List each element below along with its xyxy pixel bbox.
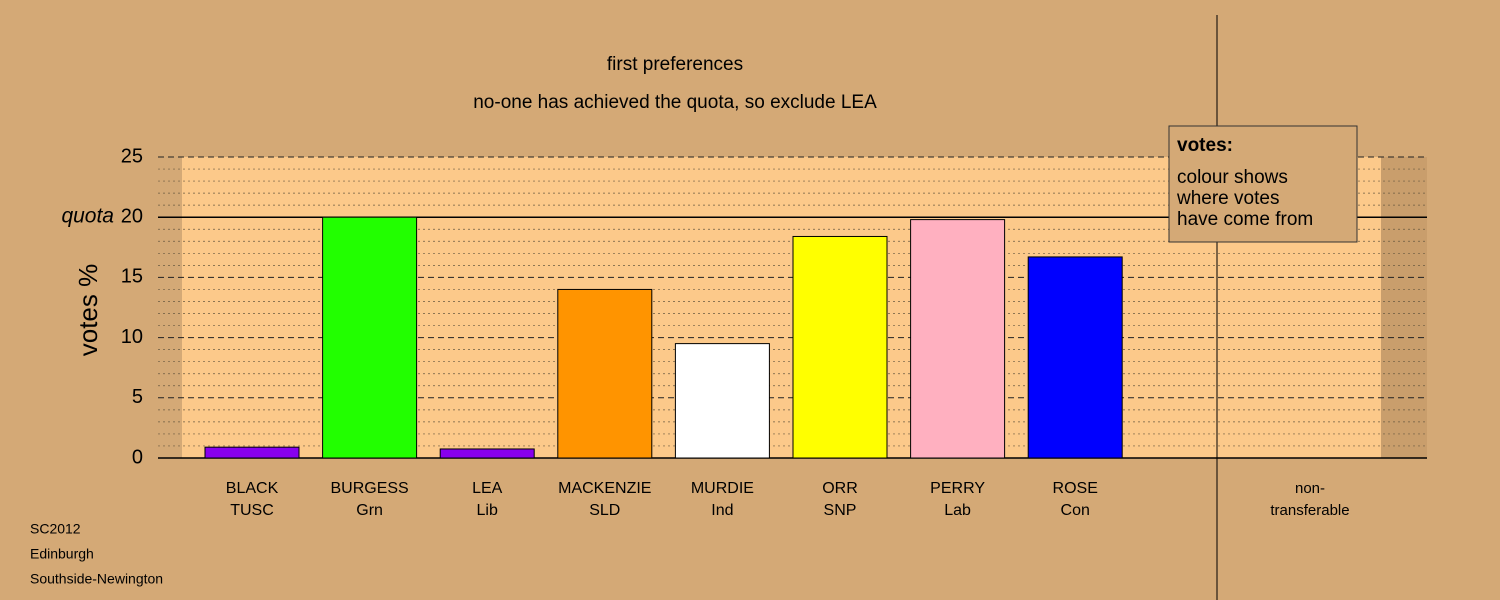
chart-subtitle: no-one has achieved the quota, so exclud… xyxy=(473,92,877,113)
chart-title: first preferences xyxy=(607,54,743,75)
footnote: Southside-Newington xyxy=(30,571,163,587)
x-tick-label: BURGESS xyxy=(330,480,408,497)
x-tick-label: ROSE xyxy=(1053,480,1098,497)
footnote: Edinburgh xyxy=(30,546,94,562)
x-tick-label: MURDIE xyxy=(691,480,754,497)
x-tick-label: ORR xyxy=(822,480,858,497)
y-tick-label: 20 xyxy=(121,205,143,227)
x-tick-label: BLACK xyxy=(226,480,279,497)
legend-text: have come from xyxy=(1177,209,1313,230)
legend-title: votes: xyxy=(1177,135,1233,156)
side-area xyxy=(1381,157,1427,458)
footnote: SC2012 xyxy=(30,521,81,537)
legend-box xyxy=(1168,125,1358,243)
x-tick-sublabel: Grn xyxy=(356,502,383,519)
y-tick-label: 0 xyxy=(132,446,143,468)
bar xyxy=(1027,256,1123,459)
y-tick-label: 15 xyxy=(121,266,143,288)
x-tick-sublabel: Con xyxy=(1061,502,1090,519)
x-tick-label: non- xyxy=(1295,480,1325,497)
x-tick-sublabel: Lab xyxy=(944,502,971,519)
bar xyxy=(322,216,418,459)
x-tick-label: MACKENZIE xyxy=(558,480,651,497)
bar xyxy=(557,288,653,459)
legend-text: where votes xyxy=(1176,188,1279,209)
x-tick-sublabel: SNP xyxy=(824,502,857,519)
bar xyxy=(674,343,770,459)
quota-label: quota xyxy=(61,205,114,228)
x-tick-sublabel: TUSC xyxy=(230,502,274,519)
x-tick-label: LEA xyxy=(472,480,503,497)
x-tick-label: PERRY xyxy=(930,480,985,497)
x-tick-sublabel: SLD xyxy=(589,502,620,519)
legend-text: colour shows xyxy=(1177,167,1288,188)
y-tick-label: 10 xyxy=(121,326,143,348)
y-tick-label: 5 xyxy=(132,386,143,408)
y-tick-label: 25 xyxy=(121,145,143,167)
y-axis-label: votes % xyxy=(73,264,103,357)
bar xyxy=(439,448,535,459)
x-tick-sublabel: Ind xyxy=(711,502,733,519)
x-tick-sublabel: Lib xyxy=(477,502,498,519)
x-tick-label: transferable xyxy=(1270,502,1349,519)
bar xyxy=(204,446,300,459)
bar xyxy=(910,219,1006,459)
bar xyxy=(792,235,888,459)
